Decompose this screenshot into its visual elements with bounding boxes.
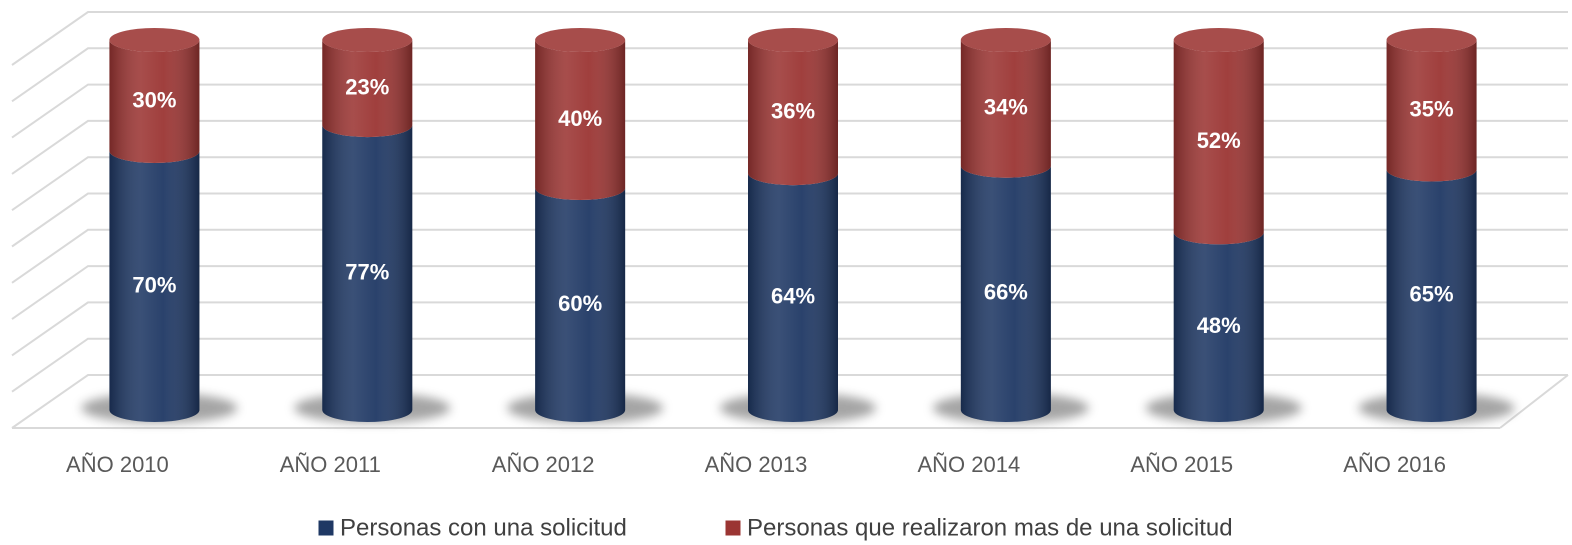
- x-tick-label: AÑO 2011: [280, 452, 381, 477]
- value-label: 34%: [984, 95, 1028, 120]
- value-label: 52%: [1197, 128, 1241, 153]
- legend-swatch: [317, 519, 335, 537]
- x-tick-label: AÑO 2010: [66, 452, 169, 477]
- value-label: 35%: [1410, 97, 1454, 122]
- grid-line: [11, 83, 1568, 139]
- grid-line: [11, 192, 1568, 248]
- value-label: 36%: [771, 98, 815, 123]
- cylinder-shine: [960, 40, 1051, 178]
- grid-line: [11, 265, 1568, 320]
- legend-label: Personas con una solicitud: [340, 514, 627, 541]
- cylinder-top-shine: [322, 28, 413, 52]
- cylinder-top: [1386, 28, 1477, 52]
- cylinder-shine: [1386, 40, 1477, 182]
- cylinder-top: [748, 28, 838, 52]
- cylinder-top: [535, 28, 626, 52]
- cylinder-shine: [109, 151, 200, 422]
- cylinder-top-shine: [960, 28, 1051, 52]
- cylinder-shine: [1173, 40, 1264, 245]
- value-label: 48%: [1197, 313, 1241, 338]
- value-label: 60%: [558, 291, 602, 316]
- grid-line: [11, 301, 1568, 357]
- cylinder-top-shine: [109, 28, 200, 52]
- value-label: 30%: [132, 87, 176, 112]
- value-label: 65%: [1410, 282, 1454, 307]
- value-label: 23%: [345, 74, 389, 99]
- cylinder-shine: [322, 125, 413, 422]
- cylinder-shine: [1173, 232, 1264, 422]
- value-label: 70%: [132, 272, 176, 297]
- cylinder-top-shine: [535, 28, 626, 52]
- legend-label: Personas que realizaron mas de una solic…: [747, 514, 1233, 541]
- value-label: 40%: [558, 106, 602, 131]
- grid-line: [11, 119, 1568, 175]
- cylinder-shine: [535, 188, 626, 422]
- cylinder-top-shine: [1173, 28, 1264, 52]
- grid-line: [11, 156, 1568, 212]
- x-tick-label: AÑO 2012: [492, 452, 595, 477]
- grid-line: [11, 337, 1568, 393]
- cylinder-shine: [535, 40, 626, 201]
- value-label: 64%: [771, 283, 815, 308]
- cylinder-shine: [109, 40, 200, 163]
- cylinder-shine: [960, 165, 1051, 423]
- grid-line: [11, 11, 1568, 66]
- grid-line: [11, 374, 1568, 429]
- x-tick-label: AÑO 2016: [1343, 452, 1446, 477]
- grid-line: [11, 47, 1568, 103]
- value-label: 77%: [345, 259, 389, 284]
- x-tick-label: AÑO 2014: [917, 452, 1020, 477]
- grid-line: [11, 228, 1568, 284]
- cylinder-top-shine: [1386, 28, 1477, 52]
- cylinder-top: [1173, 28, 1264, 52]
- floor-edge: [1499, 374, 1569, 429]
- cylinder-top: [960, 28, 1051, 52]
- x-tick-label: AÑO 2015: [1130, 452, 1233, 477]
- cylinder-top-shine: [748, 28, 838, 52]
- value-label: 66%: [984, 280, 1028, 305]
- cylinder-shine: [748, 40, 838, 186]
- cylinder-top: [322, 28, 413, 52]
- cylinder-top: [109, 28, 200, 52]
- legend-swatch: [724, 519, 742, 537]
- cylinder-shine: [322, 40, 413, 138]
- cylinder-shine: [1386, 169, 1477, 422]
- cylinder-shine: [748, 173, 838, 422]
- x-tick-label: AÑO 2013: [705, 452, 808, 477]
